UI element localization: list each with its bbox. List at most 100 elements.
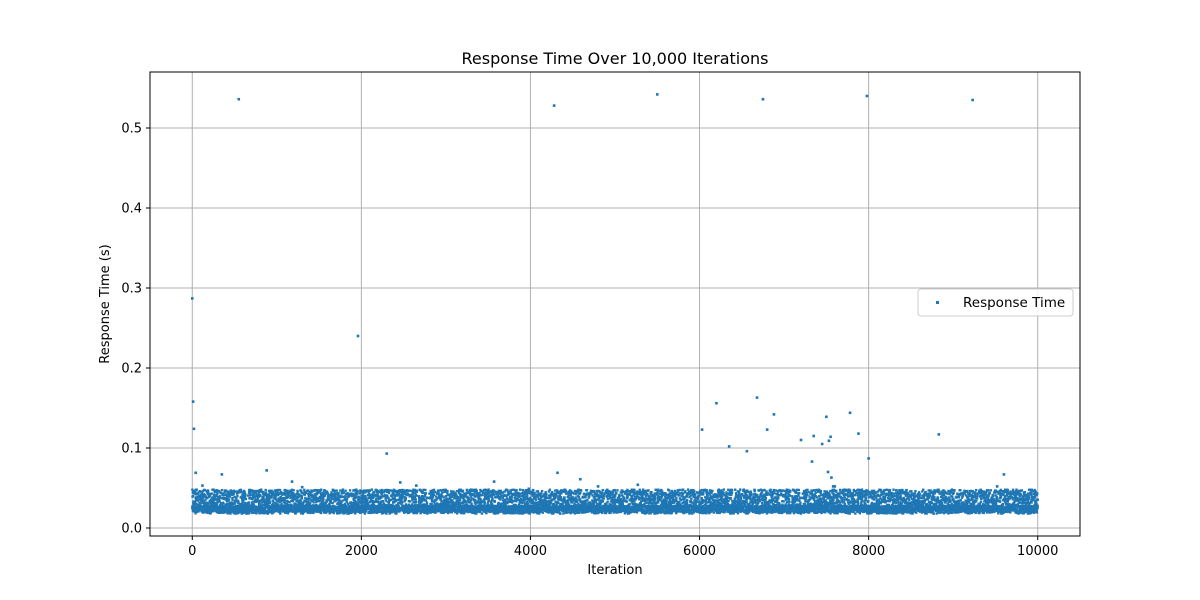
data-point [332,505,336,508]
data-point [594,512,598,515]
data-point [248,491,252,494]
data-point [361,493,364,496]
data-point [210,492,213,495]
data-point [588,501,592,504]
data-point [417,503,421,506]
data-point [378,495,381,498]
data-point [551,490,554,494]
data-point [251,511,254,515]
data-point [411,506,414,509]
data-point [447,502,450,505]
data-point [404,498,407,502]
data-point [507,498,510,501]
data-point [593,493,597,496]
data-point [428,505,432,509]
data-point [558,508,561,511]
data-point [353,505,356,508]
data-point [334,499,337,502]
data-point [574,509,577,513]
data-point [279,512,282,515]
data-point [606,497,609,501]
data-point [602,494,606,498]
data-point [261,492,265,495]
data-point [591,499,594,502]
data-point [485,494,488,497]
data-point [534,501,537,504]
data-point [310,496,313,499]
data-point [361,498,364,501]
data-point [299,494,302,498]
data-point [492,493,496,496]
data-point [329,501,332,504]
data-point [279,495,282,499]
data-point [520,499,524,502]
data-point [566,495,569,498]
data-point [444,490,448,493]
data-point [607,490,611,494]
data-point [523,500,526,503]
data-point [609,511,612,514]
data-point [286,489,289,493]
data-point [562,504,565,507]
data-point [354,495,357,499]
data-point [474,498,477,502]
data-point [487,499,491,502]
data-point [282,498,285,502]
data-point [231,496,234,500]
data-point [253,493,256,496]
data-point [286,491,289,495]
data-point [318,499,322,502]
data-point [220,497,223,500]
data-point [263,493,266,497]
data-point [531,500,535,503]
data-point [387,505,390,509]
data-point [539,506,543,510]
data-point [214,498,217,501]
data-point [323,492,327,496]
data-point [200,505,203,508]
data-point [555,491,559,494]
data-point [558,494,562,498]
data-point [515,511,518,515]
data-point [436,496,439,500]
data-point [582,501,585,504]
data-point [595,492,598,495]
data-point [197,498,200,501]
data-point [490,504,493,507]
data-point [284,511,287,514]
data-point [442,488,445,492]
data-point [555,494,558,497]
data-point [244,496,247,499]
data-point [278,488,282,492]
data-point [563,496,566,499]
data-point [346,512,349,515]
data-point [322,499,325,502]
data-point [575,500,579,504]
data-point [540,499,544,502]
data-point [444,488,447,492]
data-point [351,501,354,505]
data-point [241,496,244,499]
data-point [378,503,382,506]
data-point [405,489,409,492]
data-point [216,505,220,509]
data-point [504,504,508,508]
data-point [336,510,340,514]
data-point [241,494,245,497]
data-point [473,512,477,515]
data-point [398,495,402,498]
data-point [478,492,481,495]
data-point [216,491,219,494]
data-point [218,495,222,498]
data-point [447,497,451,500]
data-point [305,501,309,504]
data-point [366,493,370,497]
data-point [525,507,528,510]
data-point [243,490,246,494]
data-point [523,498,526,502]
data-point [232,492,235,496]
data-point [267,496,271,499]
data-point [289,496,292,499]
data-point [596,502,600,505]
data-point [411,504,414,507]
